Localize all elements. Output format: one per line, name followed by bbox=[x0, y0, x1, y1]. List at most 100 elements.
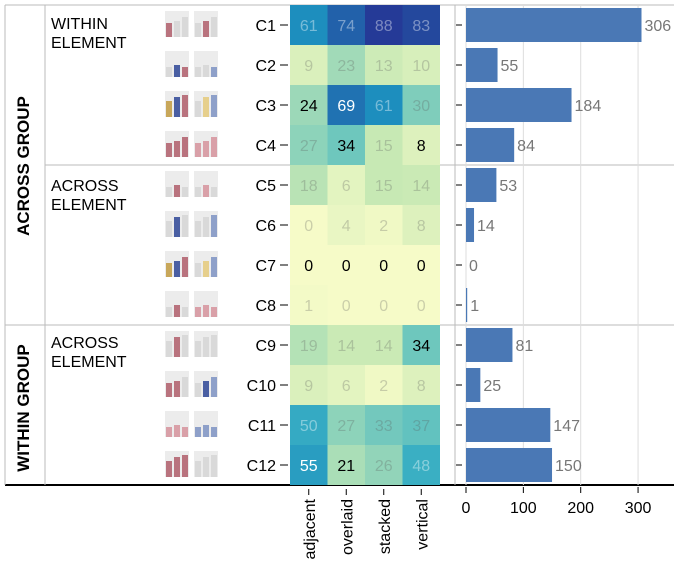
heatmap-cell bbox=[402, 285, 440, 325]
row-tick-label: C11 bbox=[248, 418, 276, 435]
heatmap-value-label: 0 bbox=[304, 218, 313, 235]
sublabel-across-element-1: ACROSS ELEMENT bbox=[51, 178, 127, 214]
glyph-bar bbox=[166, 263, 172, 277]
glyph-bar bbox=[174, 425, 180, 437]
heatmap-cell bbox=[402, 245, 440, 285]
heatmap-value-label: 74 bbox=[337, 18, 355, 35]
sublabel-within-element: WITHIN ELEMENT bbox=[51, 16, 127, 52]
heatmap-value-label: 18 bbox=[300, 178, 318, 195]
bar bbox=[466, 208, 475, 242]
bar-value-label: 53 bbox=[499, 178, 517, 195]
glyph-bar bbox=[203, 141, 209, 157]
heatmap-value-label: 33 bbox=[375, 418, 393, 435]
row-tick-label: C3 bbox=[256, 98, 277, 115]
heatmap-cell bbox=[290, 405, 328, 445]
bar bbox=[466, 88, 572, 122]
glyph-bar bbox=[174, 337, 180, 357]
heatmap-cell bbox=[365, 405, 403, 445]
heatmap-cell bbox=[402, 205, 440, 245]
heatmap-cell bbox=[327, 325, 365, 365]
heatmap-cell bbox=[365, 325, 403, 365]
glyph-bar bbox=[195, 461, 201, 477]
heatmap-cell bbox=[290, 285, 328, 325]
glyph-bar bbox=[174, 97, 180, 117]
glyph-bar bbox=[174, 141, 180, 157]
heatmap-value-label: 23 bbox=[337, 58, 355, 75]
heatmap-cell bbox=[402, 365, 440, 405]
heatmap-value-label: 15 bbox=[375, 138, 393, 155]
heatmap-cell bbox=[365, 45, 403, 85]
heatmap-value-label: 9 bbox=[304, 58, 313, 75]
glyph-bar bbox=[166, 221, 172, 237]
heatmap-cell bbox=[290, 45, 328, 85]
heatmap-value-label: 4 bbox=[342, 218, 351, 235]
heatmap-value-label: 8 bbox=[417, 138, 426, 155]
x-tick-label: 100 bbox=[510, 500, 537, 517]
glyph-bar bbox=[174, 457, 180, 477]
glyph-bar bbox=[203, 425, 209, 437]
glyph-bar bbox=[182, 215, 188, 237]
bar bbox=[466, 48, 498, 82]
glyph-bar bbox=[174, 381, 180, 397]
glyph-bar bbox=[195, 221, 201, 237]
glyph-bar bbox=[211, 257, 217, 277]
heatmap-cell bbox=[365, 285, 403, 325]
heatmap-value-label: 27 bbox=[337, 418, 355, 435]
glyph-bar bbox=[203, 337, 209, 357]
glyph-bar bbox=[166, 307, 172, 317]
bar-value-label: 1 bbox=[470, 298, 479, 315]
bar-value-label: 150 bbox=[555, 458, 582, 475]
heatmap-cell bbox=[290, 5, 328, 45]
heatmap-value-label: 8 bbox=[417, 218, 426, 235]
row-tick-label: C1 bbox=[256, 18, 277, 35]
glyph-bar bbox=[174, 217, 180, 237]
bar bbox=[466, 448, 553, 482]
glyph-bar bbox=[211, 455, 217, 477]
heatmap-value-label: 10 bbox=[412, 58, 430, 75]
heatmap-cell bbox=[327, 245, 365, 285]
bar-value-label: 0 bbox=[469, 258, 478, 275]
bar-value-label: 147 bbox=[553, 418, 580, 435]
heatmap-cell bbox=[327, 205, 365, 245]
heatmap-value-label: 26 bbox=[375, 458, 393, 475]
glyph-bar bbox=[182, 95, 188, 117]
glyph-icon bbox=[165, 291, 218, 317]
glyph-bar bbox=[195, 143, 201, 157]
glyph-bar bbox=[203, 97, 209, 117]
heatmap-cell bbox=[327, 45, 365, 85]
glyph-bar bbox=[203, 185, 209, 197]
heatmap-value-label: 6 bbox=[342, 178, 351, 195]
heatmap-value-label: 8 bbox=[417, 378, 426, 395]
heatmap-value-label: 6 bbox=[342, 378, 351, 395]
heatmap-cell bbox=[402, 445, 440, 485]
glyph-icon bbox=[165, 211, 218, 237]
glyph-icon bbox=[165, 11, 218, 37]
glyph-icon bbox=[165, 51, 218, 77]
glyph-bar bbox=[211, 187, 217, 197]
bar bbox=[466, 288, 468, 322]
glyph-bar bbox=[166, 143, 172, 157]
heatmap-cell bbox=[327, 85, 365, 125]
glyph-icon bbox=[165, 91, 218, 117]
glyph-icon bbox=[165, 171, 218, 197]
column-tick-label: overlaid bbox=[339, 499, 356, 555]
row-tick-label: C8 bbox=[256, 298, 277, 315]
heatmap-value-label: 37 bbox=[412, 418, 430, 435]
glyph-icon bbox=[165, 371, 218, 397]
glyph-bar bbox=[166, 461, 172, 477]
heatmap-value-label: 0 bbox=[379, 298, 388, 315]
heatmap-cell bbox=[365, 365, 403, 405]
bar-value-label: 55 bbox=[501, 58, 519, 75]
row-tick-label: C12 bbox=[247, 458, 276, 475]
bar-value-label: 306 bbox=[645, 18, 672, 35]
heatmap-value-label: 13 bbox=[375, 58, 393, 75]
heatmap-cell bbox=[290, 245, 328, 285]
heatmap-value-label: 14 bbox=[337, 338, 355, 355]
glyph-bar bbox=[174, 21, 180, 37]
glyph-bar bbox=[166, 427, 172, 437]
heatmap-value-label: 69 bbox=[337, 98, 355, 115]
glyph-bar bbox=[195, 307, 201, 317]
heatmap-value-label: 15 bbox=[375, 178, 393, 195]
heatmap-value-label: 34 bbox=[337, 138, 355, 155]
